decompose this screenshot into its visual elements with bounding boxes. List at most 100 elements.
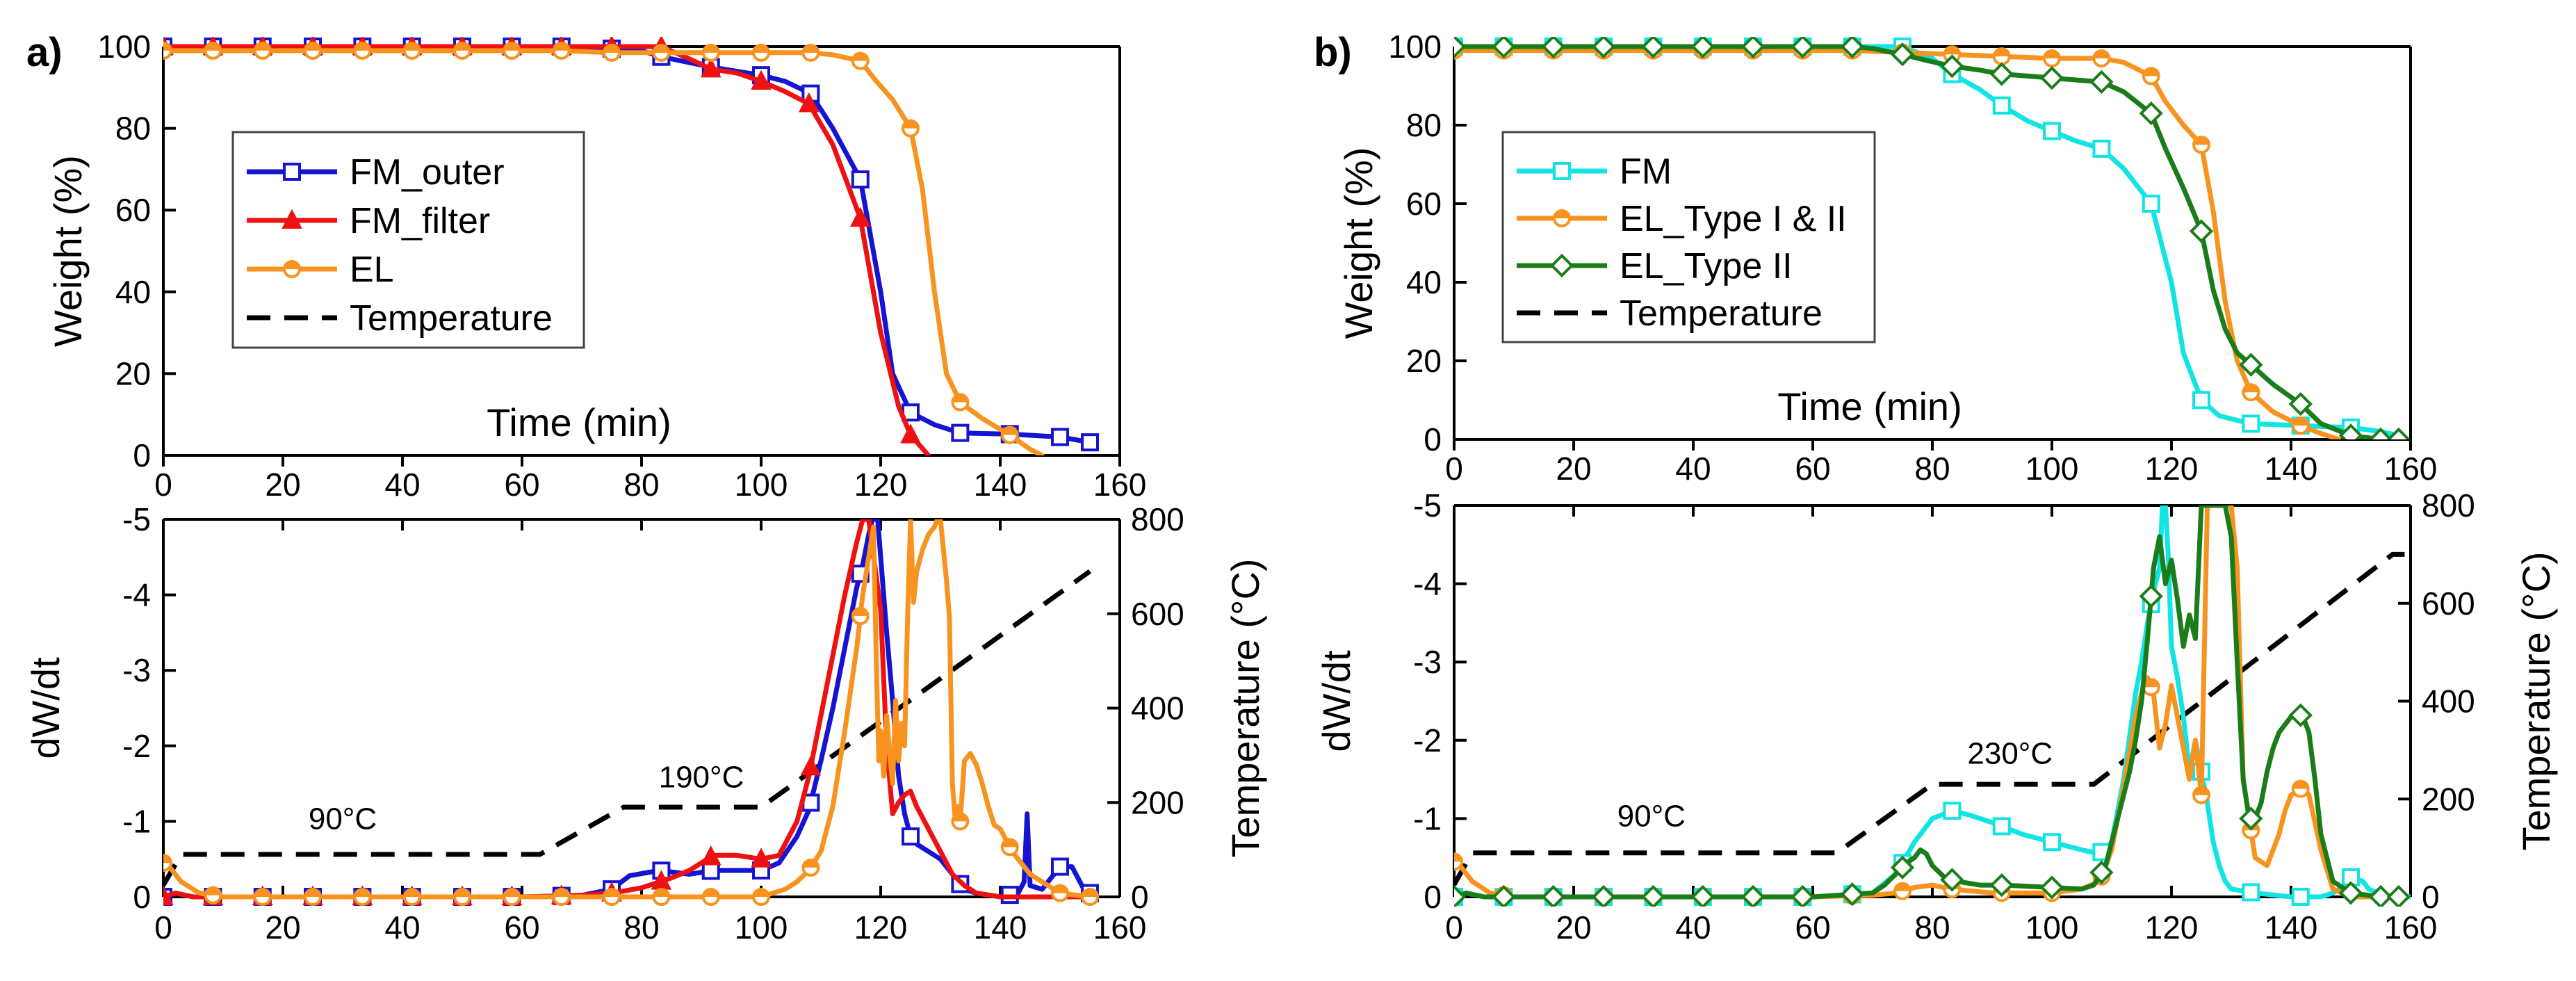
data-point: [353, 888, 372, 906]
data-point: [800, 755, 822, 776]
x-tick-label: 0: [154, 467, 172, 503]
data-point: [1940, 868, 1964, 892]
y2-tick-label: 0: [1131, 879, 1149, 915]
data-point: [163, 885, 174, 905]
x-tick-label: 100: [2025, 451, 2079, 487]
y-tick-label: -5: [1413, 487, 1442, 524]
data-point-half: [553, 889, 569, 897]
dwdt-subplot-a: 0 -1 -2 -3 -4 -5 0 200 400 600 800 0 20 40 60 80 100 120 1…: [24, 501, 1267, 946]
data-point: [701, 861, 720, 880]
x-tick-label: 80: [1914, 451, 1950, 487]
legend-a: FM_outer FM_filter EL Temperature: [231, 131, 585, 349]
data-point: [2386, 427, 2411, 439]
data-point: [1989, 62, 2014, 86]
data-point: [2192, 391, 2210, 410]
data-point: [2142, 195, 2160, 213]
temperature-annotation: 90°C: [309, 802, 377, 836]
x-tick-label: 20: [265, 467, 300, 503]
data-point: [1051, 884, 1069, 902]
x-tick-label: 160: [1093, 909, 1147, 946]
data-point: [2089, 70, 2114, 94]
legend-swatch-marker: [283, 260, 301, 278]
data-point-half: [703, 889, 719, 897]
x-tick-label: 80: [1914, 909, 1950, 946]
chart-b: 0 20 40 60 80 100 0 20 40 60 80 100 120 140 160 Weight …: [1314, 29, 2558, 946]
data-point: [2288, 392, 2313, 416]
x-tick-label: 0: [1445, 451, 1463, 487]
data-point: [1690, 37, 1715, 59]
data-point-half: [803, 44, 819, 53]
data-point-half: [1082, 889, 1098, 897]
x-tick-label: 0: [1445, 909, 1463, 946]
data-point: [2368, 427, 2393, 439]
legend-label: Temperature: [1620, 293, 1823, 334]
data-point: [1591, 37, 1616, 59]
data-point: [851, 51, 870, 70]
data-point: [1541, 37, 1565, 59]
legend-label: EL: [350, 250, 394, 290]
data-point: [1454, 852, 1463, 871]
y2-tick-label: 800: [1131, 501, 1184, 537]
data-point: [1791, 37, 1815, 59]
data-point: [1000, 425, 1019, 444]
data-point: [2139, 101, 2163, 126]
data-point: [204, 41, 222, 60]
data-point: [1940, 54, 1964, 79]
series-el-type-ii: [1454, 505, 2411, 907]
data-point: [2291, 888, 2310, 906]
data-point: [701, 43, 720, 62]
y2-axis-title: Temperature (°C): [2514, 551, 2558, 850]
data-point-half: [2292, 418, 2308, 426]
data-point: [902, 119, 920, 138]
legend-swatch-marker-half: [284, 261, 300, 269]
data-point-half: [2044, 50, 2060, 58]
dwdt-subplot-b: 0 -1 -2 -3 -4 -5 0 200 400 600 800 0 20 40 60 80 100 120 1…: [1314, 487, 2558, 946]
weight-subplot-a: 0 20 40 60 80 100 0 20 40 60 80 100 120 140 160 Weight …: [26, 29, 1146, 503]
data-point-half: [305, 42, 320, 51]
data-point: [603, 888, 621, 906]
data-point: [2039, 875, 2064, 900]
y-tick-label: -3: [1413, 644, 1442, 680]
x-tick-label: 120: [2145, 451, 2199, 487]
data-point-half: [1895, 883, 1910, 891]
data-point-half: [753, 44, 769, 53]
y-tick-label: 0: [133, 879, 151, 915]
panel-label: b): [1314, 30, 1352, 75]
x-tick-label: 120: [854, 467, 908, 503]
data-point: [1492, 37, 1516, 59]
data-point: [2291, 416, 2310, 435]
x-tick-label: 0: [154, 909, 172, 946]
data-point-half: [2292, 781, 2308, 789]
data-point: [2142, 67, 2160, 86]
x-tick-label: 80: [623, 909, 659, 946]
data-point: [652, 43, 671, 62]
y-tick-label: 40: [115, 274, 151, 310]
y-tick-label: 60: [1406, 186, 1442, 222]
data-point-half: [903, 120, 918, 129]
series-line: [163, 519, 1099, 900]
data-point: [1992, 817, 2011, 836]
data-point-half: [163, 42, 171, 51]
data-point: [902, 827, 920, 846]
data-point: [1690, 884, 1715, 907]
data-point-half: [2194, 137, 2209, 145]
y-tick-label: -4: [1413, 566, 1442, 602]
x-tick-label: 60: [504, 467, 539, 503]
y2-tick-label: 400: [2422, 683, 2475, 720]
y-tick-label: -1: [122, 803, 151, 839]
y-axis-title: Weight (%): [46, 155, 90, 347]
data-point: [402, 41, 421, 60]
data-point: [801, 43, 820, 62]
data-point-half: [354, 42, 370, 51]
data-point-half: [553, 42, 569, 51]
data-point-half: [455, 42, 470, 51]
data-point: [304, 41, 322, 60]
x-tick-label: 40: [1675, 451, 1711, 487]
y-tick-label: -1: [1413, 800, 1442, 836]
data-point-half: [1002, 839, 1018, 848]
data-point: [2192, 786, 2210, 804]
legend-swatch-marker: [1553, 162, 1571, 180]
data-point: [900, 423, 921, 444]
data-point: [1641, 884, 1665, 907]
x-tick-label: 140: [2265, 909, 2318, 946]
